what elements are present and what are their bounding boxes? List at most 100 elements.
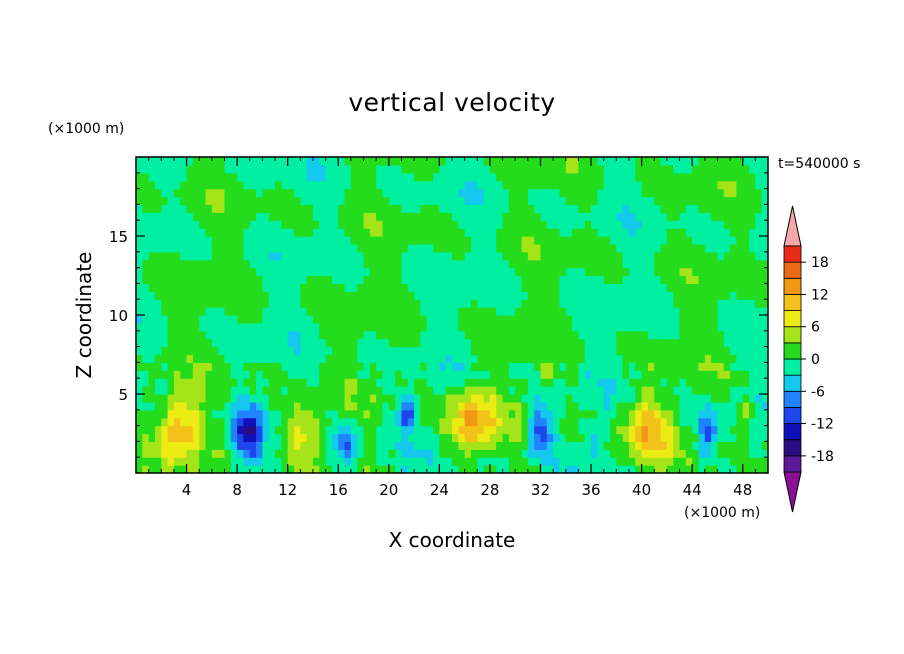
heatmap-cell: [173, 346, 181, 356]
heatmap-cell: [698, 220, 706, 229]
heatmap-cell: [357, 172, 365, 182]
heatmap-cell: [388, 291, 396, 300]
heatmap-cell: [584, 362, 592, 371]
heatmap-cell: [540, 283, 548, 292]
heatmap-cell: [420, 338, 428, 348]
heatmap-cell: [262, 172, 270, 182]
heatmap-cell: [540, 354, 548, 363]
heatmap-cell: [186, 212, 194, 221]
heatmap-cell: [325, 204, 333, 213]
heatmap-cell: [591, 378, 598, 387]
heatmap-cell: [502, 251, 510, 261]
heatmap-cell: [300, 441, 308, 450]
heatmap-cell: [496, 259, 504, 269]
heatmap-cell: [154, 212, 162, 221]
heatmap-cell: [704, 299, 712, 308]
heatmap-cell: [294, 330, 301, 340]
colorbar-swatch: [783, 245, 802, 263]
heatmap-cell: [723, 417, 731, 427]
heatmap-cell: [167, 338, 175, 348]
heatmap-cell: [331, 283, 339, 292]
heatmap-cell: [249, 425, 257, 435]
heatmap-cell: [211, 275, 219, 284]
heatmap-cell: [660, 180, 668, 190]
heatmap-cell: [369, 433, 377, 442]
heatmap-cell: [534, 338, 542, 348]
heatmap-cell: [578, 417, 586, 427]
heatmap-cell: [698, 370, 706, 379]
heatmap-cell: [369, 267, 377, 277]
heatmap-cell: [711, 299, 719, 308]
heatmap-cell: [433, 172, 440, 182]
heatmap-cell: [666, 251, 674, 261]
heatmap-cell: [723, 299, 731, 308]
heatmap-cell: [660, 322, 668, 332]
heatmap-cell: [654, 236, 662, 245]
heatmap-cell: [312, 196, 320, 205]
heatmap-cell: [243, 299, 251, 308]
heatmap-cell: [433, 204, 440, 213]
heatmap-cell: [742, 330, 750, 340]
heatmap-cell: [565, 417, 573, 427]
heatmap-cell: [578, 267, 586, 277]
heatmap-cell: [559, 267, 567, 277]
heatmap-cell: [755, 433, 763, 442]
heatmap-cell: [414, 307, 421, 316]
heatmap-cell: [142, 338, 150, 348]
heatmap-cell: [622, 354, 630, 363]
heatmap-cell: [761, 299, 768, 308]
heatmap-cell: [338, 251, 346, 261]
colorbar-swatch: [783, 358, 802, 376]
heatmap-cell: [205, 196, 213, 205]
heatmap-cell: [294, 394, 301, 403]
heatmap-cell: [742, 164, 750, 174]
heatmap-cell: [268, 433, 276, 442]
heatmap-cell: [730, 180, 737, 190]
heatmap-cell: [211, 212, 219, 221]
heatmap-cell: [186, 386, 194, 395]
heatmap-cell: [603, 441, 611, 450]
heatmap-cell: [698, 322, 706, 332]
heatmap-cell: [357, 362, 365, 371]
heatmap-cell: [572, 275, 579, 284]
heatmap-cell: [749, 409, 756, 419]
heatmap-cell: [527, 307, 535, 316]
heatmap-cell: [281, 401, 289, 411]
heatmap-cell: [350, 394, 358, 403]
heatmap-cell: [749, 346, 756, 356]
heatmap-cell: [142, 449, 150, 458]
heatmap-cell: [249, 354, 257, 363]
heatmap-cell: [704, 275, 712, 284]
heatmap-cell: [142, 259, 150, 269]
heatmap-cell: [597, 275, 605, 284]
heatmap-cell: [350, 267, 358, 277]
heatmap-cell: [489, 180, 497, 190]
heatmap-cell: [319, 362, 327, 371]
heatmap-cell: [388, 449, 396, 458]
heatmap-cell: [565, 259, 573, 269]
heatmap-cell: [376, 299, 384, 308]
heatmap-cell: [591, 196, 598, 205]
heatmap-cell: [287, 394, 295, 403]
heatmap-cell: [489, 425, 497, 435]
heatmap-cell: [578, 243, 586, 253]
heatmap-cell: [717, 251, 725, 261]
heatmap-cell: [698, 346, 706, 356]
heatmap-cell: [426, 386, 434, 395]
heatmap-cell: [300, 409, 308, 419]
heatmap-cell: [331, 330, 339, 340]
heatmap-cell: [439, 180, 447, 190]
heatmap-cell: [496, 157, 504, 166]
heatmap-cell: [319, 401, 327, 411]
heatmap-cell: [344, 378, 352, 387]
heatmap-cell: [180, 307, 188, 316]
heatmap-cell: [142, 401, 150, 411]
heatmap-cell: [167, 409, 175, 419]
heatmap-cell: [237, 188, 245, 198]
heatmap-cell: [641, 362, 649, 371]
heatmap-cell: [628, 449, 636, 458]
heatmap-cell: [344, 386, 352, 395]
heatmap-cell: [711, 370, 719, 379]
heatmap-cell: [192, 259, 200, 269]
heatmap-cell: [445, 212, 453, 221]
